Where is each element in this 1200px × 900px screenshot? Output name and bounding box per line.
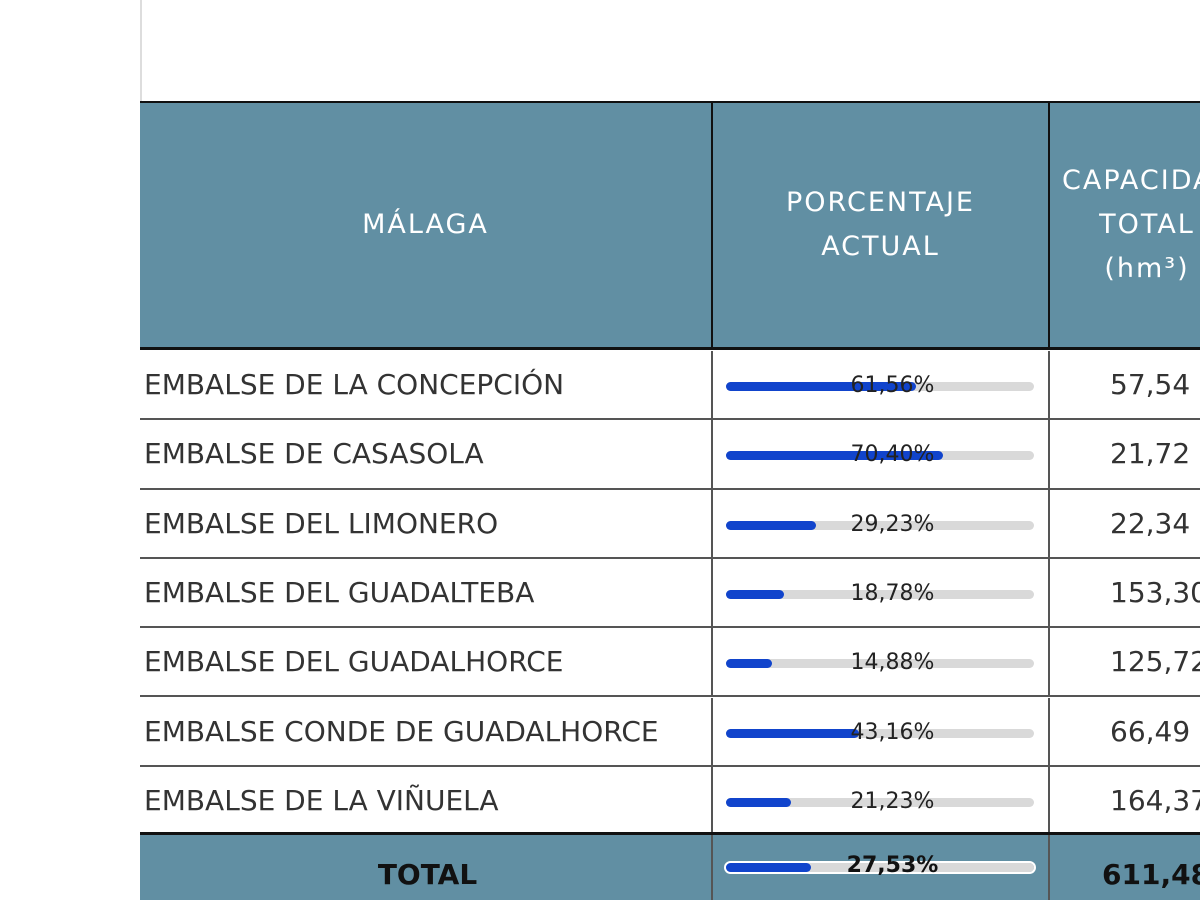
progress-track [726,451,1034,461]
progress-track [726,589,1034,599]
header-text: CAPACIDAD TOTAL (hm³) [1062,165,1200,284]
capacity-cell: 125,72 [1050,628,1200,698]
column-header: PORCENTAJE ACTUAL [713,103,1050,350]
reservoir-name: EMBALSE DEL GUADALHORCE [144,645,564,679]
capacity-value: 611,48 [1102,857,1200,891]
progress-fill [726,451,943,461]
progress-track [726,382,1034,391]
name-cell: EMBALSE DE LA VIÑUELA [140,766,713,837]
name-cell: EMBALSE DE LA CONCEPCIÓN [140,351,713,421]
capacity-value: 57,54 [1110,368,1191,402]
name-cell: EMBALSE DEL LIMONERO [140,489,713,559]
capacity-cell: 164,37 [1050,766,1200,837]
progress-track [726,659,1034,669]
reservoir-name: EMBALSE DE LA VIÑUELA [144,783,499,817]
percent-cell: 14,88% [713,628,1050,698]
percent-cell: 21,23% [713,766,1050,837]
progress-track [726,797,1034,807]
progress-fill [726,728,859,738]
percent-label: 21,23% [850,788,935,814]
percent-cell: 70,40% [713,420,1050,490]
capacity-cell: 22,34 [1050,489,1200,559]
reservoir-name: EMBALSE DE CASASOLA [144,437,484,471]
total-top-border [140,832,1200,835]
capacity-cell: 21,72 [1050,420,1200,490]
progress-fill [726,659,772,669]
margin-line [140,0,142,102]
name-cell: EMBALSE DE CASASOLA [140,420,713,490]
capacity-cell: 611,48 [1050,835,1200,900]
percent-cell: 18,78% [713,558,1050,629]
percent-label: 61,56% [850,373,935,398]
capacity-value: 164,37 [1110,783,1200,817]
header-text: PORCENTAJE ACTUAL [786,187,975,262]
reservoir-name: TOTAL [377,857,478,891]
percent-label: 27,53% [846,853,939,878]
reservoir-name: EMBALSE DE LA CONCEPCIÓN [144,368,565,402]
percent-label: 43,16% [850,719,935,745]
name-cell: EMBALSE DEL GUADALHORCE [140,628,713,698]
header-text: MÁLAGA [362,209,489,240]
capacity-cell: 66,49 [1050,697,1200,767]
percent-label: 18,78% [850,580,935,606]
progress-fill [726,589,784,599]
percent-cell: 61,56% [713,351,1050,421]
percent-label: 29,23% [850,511,935,537]
name-cell: TOTAL [140,835,713,900]
capacity-value: 125,72 [1110,645,1200,679]
column-header: CAPACIDAD TOTAL (hm³) [1050,103,1200,350]
percent-cell: 27,53% [713,835,1050,900]
progress-fill [726,382,916,391]
capacity-value: 22,34 [1110,506,1191,540]
progress-fill [726,520,817,530]
percent-label: 70,40% [850,442,935,468]
column-header: MÁLAGA [140,103,713,350]
progress-track [724,861,1036,874]
name-cell: EMBALSE DEL GUADALTEBA [140,558,713,629]
reservoir-name: EMBALSE DEL LIMONERO [144,506,499,540]
capacity-value: 66,49 [1110,714,1191,748]
progress-track [726,728,1034,738]
name-cell: EMBALSE CONDE DE GUADALHORCE [140,697,713,767]
percent-label: 14,88% [850,650,935,676]
progress-fill [726,797,792,807]
percent-cell: 43,16% [713,697,1050,767]
capacity-value: 153,30 [1110,576,1200,610]
percent-cell: 29,23% [713,489,1050,559]
progress-fill [726,863,811,872]
capacity-cell: 57,54 [1050,351,1200,421]
reservoir-name: EMBALSE DEL GUADALTEBA [144,576,535,610]
capacity-cell: 153,30 [1050,558,1200,629]
progress-track [726,520,1034,530]
reservoir-name: EMBALSE CONDE DE GUADALHORCE [144,714,659,748]
table-top-border [140,101,1200,104]
capacity-value: 21,72 [1110,437,1191,471]
